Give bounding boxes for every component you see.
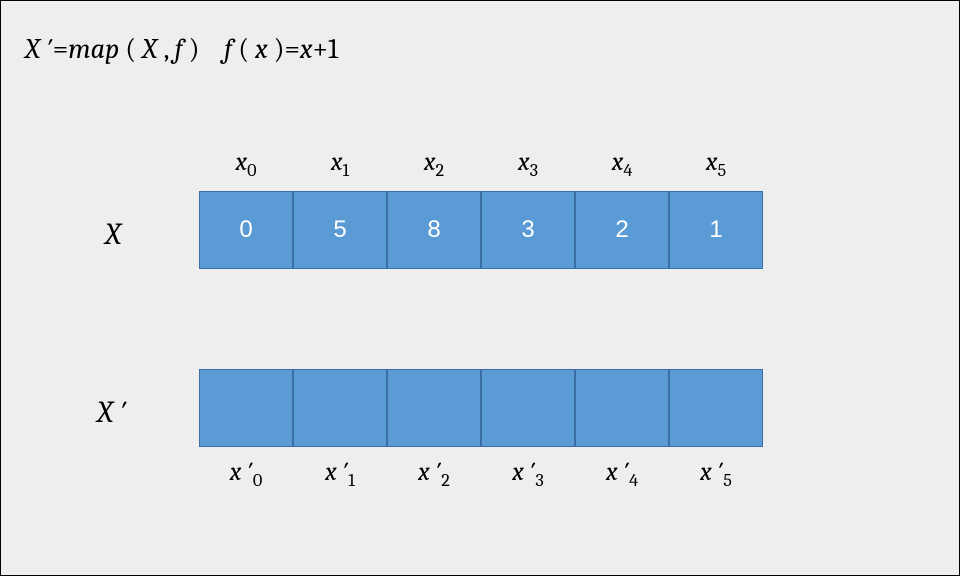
array-xprime-index-3: x ′3	[481, 457, 575, 491]
formula: X ′=map ( X , f ) f ( x )=x+1	[25, 33, 338, 65]
array-x-cell-5: 1	[669, 191, 763, 269]
array-x-index-0: x0	[199, 147, 293, 181]
array-x-cell-2: 8	[387, 191, 481, 269]
array-xprime-cell-3	[481, 369, 575, 447]
array-xprime-indices: x ′0x ′1x ′2x ′3x ′4x ′5	[199, 457, 763, 491]
array-x-cells: 058321	[199, 191, 763, 269]
array-xprime-index-0: x ′0	[199, 457, 293, 491]
array-x-cell-4: 2	[575, 191, 669, 269]
array-xprime-cell-0	[199, 369, 293, 447]
array-xprime-cell-2	[387, 369, 481, 447]
array-xprime-index-5: x ′5	[669, 457, 763, 491]
array-x-cell-0: 0	[199, 191, 293, 269]
array-xprime-cell-1	[293, 369, 387, 447]
array-x-index-1: x1	[293, 147, 387, 181]
array-x-index-2: x2	[387, 147, 481, 181]
array-x-index-4: x4	[575, 147, 669, 181]
array-x-index-3: x3	[481, 147, 575, 181]
array-xprime-index-2: x ′2	[387, 457, 481, 491]
array-x-cell-1: 5	[293, 191, 387, 269]
array-xprime-index-1: x ′1	[293, 457, 387, 491]
array-xprime-cell-4	[575, 369, 669, 447]
array-x-index-5: x5	[669, 147, 763, 181]
array-xprime-index-4: x ′4	[575, 457, 669, 491]
array-x-indices: x0x1x2x3x4x5	[199, 147, 763, 181]
array-x-label: X	[105, 217, 121, 252]
array-x-cell-3: 3	[481, 191, 575, 269]
array-xprime-cells	[199, 369, 763, 447]
array-xprime-cell-5	[669, 369, 763, 447]
array-xprime-label: X ′	[97, 395, 127, 430]
